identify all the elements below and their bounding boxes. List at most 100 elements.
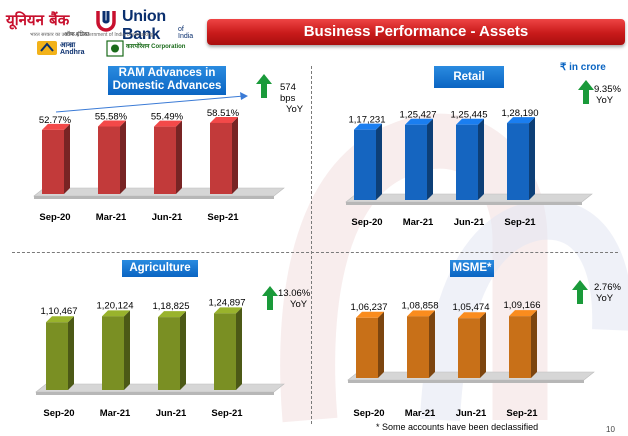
- corporation-bank-logo: कारपोरेशन Corporation: [106, 40, 194, 57]
- bar-value-label: 1,09,166: [504, 300, 541, 311]
- chart-bar: [509, 310, 537, 378]
- slide-title: Business Performance - Assets: [303, 23, 529, 40]
- category-tick-label: Mar-21: [405, 408, 436, 419]
- category-tick-label: Sep-21: [506, 408, 538, 419]
- bar-value-label: 58.51%: [207, 108, 240, 119]
- agriculture-chart: 1,10,467 Sep-20 1,20,124 Mar-21 1,18,825 Jun-…: [35, 297, 285, 419]
- category-tick-label: Sep-20: [351, 217, 382, 228]
- category-tick-label: Sep-21: [207, 212, 239, 223]
- bar-value-label: 1,10,467: [41, 306, 78, 317]
- andhra-logo-icon: [37, 41, 57, 55]
- chart-bar: [102, 310, 130, 390]
- unit-label: ₹ in crore: [560, 62, 606, 73]
- bar-value-label: 1,28,190: [502, 108, 539, 119]
- bar-value-label: 1,17,231: [349, 115, 386, 126]
- vertical-divider: [311, 66, 312, 424]
- logo-hindi-text: यूनियन बैंक: [6, 11, 70, 29]
- chart-bar: [214, 307, 242, 390]
- logo-tagline: भारत सरकार का उपक्रम A Government of Ind…: [30, 32, 154, 38]
- header: यूनियन बैंक ऑफ इंडिया Union Bank of Indi…: [0, 0, 628, 60]
- logo-english-subtext: of India: [178, 26, 194, 40]
- chart-bar: [405, 118, 433, 200]
- retail-title: Retail: [434, 66, 504, 88]
- msme-yoy-value: 2.76%: [594, 282, 621, 293]
- retail-yoy-value: 9.35%: [594, 84, 621, 95]
- page-number: 10: [606, 425, 615, 434]
- bar-value-label: 1,05,474: [453, 302, 490, 313]
- union-bank-emblem-icon: [96, 11, 116, 32]
- bar-value-label: 1,25,445: [451, 110, 488, 121]
- msme-panel: MSME* 2.76% YoY 1,06,237 Sep-20 1,08,858 Ma…: [314, 256, 626, 422]
- chart-floor-edge: [346, 202, 582, 205]
- category-tick-label: Jun-21: [156, 408, 187, 419]
- category-tick-label: Jun-21: [454, 217, 485, 228]
- corporation-logo-text: कारपोरेशन Corporation: [126, 44, 186, 50]
- bar-value-label: 1,08,858: [402, 300, 439, 311]
- yoy-up-arrow-icon: [578, 80, 594, 104]
- ram-advances-chart: 52.77% Sep-20 55.58% Mar-21 55.49% Jun-21 58.5…: [33, 92, 285, 223]
- logo-hindi-subtext: ऑफ इंडिया: [64, 32, 90, 38]
- ram-yoy-label: YoY: [286, 104, 304, 115]
- andhra-logo-text: आन्ध्रा Andhra: [60, 42, 85, 56]
- ram-advances-panel: RAM Advances in Domestic Advances 574 bp…: [12, 62, 310, 250]
- chart-bar: [354, 123, 382, 200]
- retail-yoy-label: YoY: [596, 95, 614, 106]
- bank-logo: यूनियन बैंक ऑफ इंडिया Union Bank of Indi…: [2, 2, 198, 58]
- category-tick-label: Sep-21: [504, 217, 536, 228]
- category-tick-label: Sep-21: [211, 408, 243, 419]
- bar-value-label: 1,20,124: [97, 300, 134, 311]
- yoy-up-arrow-icon: [572, 280, 588, 304]
- agriculture-yoy-value: 13.06%: [278, 288, 310, 299]
- bar-value-label: 55.58%: [95, 112, 128, 123]
- category-tick-label: Mar-21: [96, 212, 127, 223]
- chart-bar: [158, 311, 186, 390]
- msme-chart: 1,06,237 Sep-20 1,08,858 Mar-21 1,05,474 Jun-…: [347, 300, 595, 419]
- category-tick-label: Mar-21: [403, 217, 434, 228]
- agriculture-panel: Agriculture 13.06% YoY 1,10,467 Sep-20 1,2…: [12, 256, 310, 432]
- chart-floor-edge: [348, 380, 584, 383]
- bar-value-label: 1,18,825: [153, 301, 190, 312]
- chart-bar: [507, 117, 535, 200]
- agriculture-yoy-label: YoY: [290, 299, 308, 310]
- bar-value-label: 1,25,427: [400, 110, 437, 121]
- category-tick-label: Jun-21: [456, 408, 487, 419]
- chart-bar: [407, 310, 435, 378]
- andhra-bank-logo: आन्ध्रा Andhra: [36, 39, 88, 57]
- ram-yoy-text: 574 bps YoY: [280, 82, 310, 115]
- chart-bar: [458, 312, 486, 378]
- trend-arrowhead-icon: [240, 92, 248, 100]
- chart-floor-edge: [36, 392, 274, 395]
- bar-value-label: 1,24,897: [209, 297, 246, 308]
- retail-panel: Retail ₹ in crore 9.35% YoY 1,17,231 Sep-…: [314, 62, 626, 250]
- slide-title-bar: Business Performance - Assets: [207, 19, 625, 45]
- category-tick-label: Sep-20: [39, 212, 70, 223]
- category-tick-label: Jun-21: [152, 212, 183, 223]
- ram-yoy-value: 574 bps: [280, 82, 296, 104]
- bar-value-label: 1,06,237: [351, 302, 388, 313]
- chart-bar: [154, 120, 182, 194]
- category-tick-label: Sep-20: [353, 408, 384, 419]
- footnote: * Some accounts have been declassified: [376, 422, 539, 432]
- chart-bar: [42, 123, 70, 194]
- category-tick-label: Mar-21: [100, 408, 131, 419]
- retail-chart: 1,17,231 Sep-20 1,25,427 Mar-21 1,25,445 Jun-…: [345, 108, 593, 228]
- msme-yoy-label: YoY: [596, 293, 614, 304]
- chart-bar: [210, 116, 238, 194]
- bar-value-label: 52.77%: [39, 115, 72, 126]
- chart-bar: [356, 311, 384, 378]
- trend-arrow-line: [55, 95, 245, 113]
- chart-floor-edge: [34, 196, 274, 199]
- ram-advances-title: RAM Advances in Domestic Advances: [108, 66, 226, 95]
- chart-bar: [46, 316, 74, 390]
- logo-english-text: Union Bank: [122, 8, 166, 43]
- category-tick-label: Sep-20: [43, 408, 74, 419]
- corporation-logo-icon: [106, 40, 124, 57]
- retail-yoy-text: 9.35% YoY: [594, 84, 621, 106]
- chart-bar: [456, 118, 484, 200]
- yoy-up-arrow-icon: [256, 74, 272, 98]
- msme-title: MSME*: [450, 260, 494, 277]
- agriculture-yoy-text: 13.06% YoY: [278, 288, 310, 310]
- bar-value-label: 55.49%: [151, 112, 184, 123]
- agriculture-title: Agriculture: [122, 260, 198, 277]
- yoy-up-arrow-icon: [262, 286, 278, 310]
